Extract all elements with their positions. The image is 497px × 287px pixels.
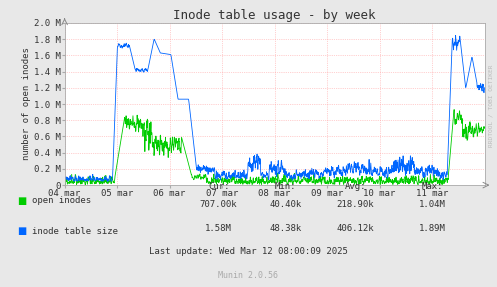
Text: Munin 2.0.56: Munin 2.0.56	[219, 272, 278, 280]
Text: Cur:: Cur:	[208, 183, 230, 191]
Text: ■: ■	[17, 196, 27, 206]
Title: Inode table usage - by week: Inode table usage - by week	[173, 9, 376, 22]
Text: 1.58M: 1.58M	[205, 224, 232, 233]
Text: 48.38k: 48.38k	[270, 224, 302, 233]
Text: Max:: Max:	[421, 183, 443, 191]
Text: open inodes: open inodes	[32, 196, 91, 205]
Text: Avg:: Avg:	[344, 183, 366, 191]
Text: 1.89M: 1.89M	[419, 224, 446, 233]
Text: Min:: Min:	[275, 183, 297, 191]
Text: 707.00k: 707.00k	[200, 200, 238, 209]
Text: Last update: Wed Mar 12 08:00:09 2025: Last update: Wed Mar 12 08:00:09 2025	[149, 247, 348, 256]
Text: 1.04M: 1.04M	[419, 200, 446, 209]
Text: RRDTOOL / TOBI OETIKER: RRDTOOL / TOBI OETIKER	[489, 65, 494, 148]
Text: ■: ■	[17, 226, 27, 236]
Text: 218.90k: 218.90k	[336, 200, 374, 209]
Text: 40.40k: 40.40k	[270, 200, 302, 209]
Text: 406.12k: 406.12k	[336, 224, 374, 233]
Y-axis label: number of open inodes: number of open inodes	[22, 48, 31, 160]
Text: inode table size: inode table size	[32, 226, 118, 236]
